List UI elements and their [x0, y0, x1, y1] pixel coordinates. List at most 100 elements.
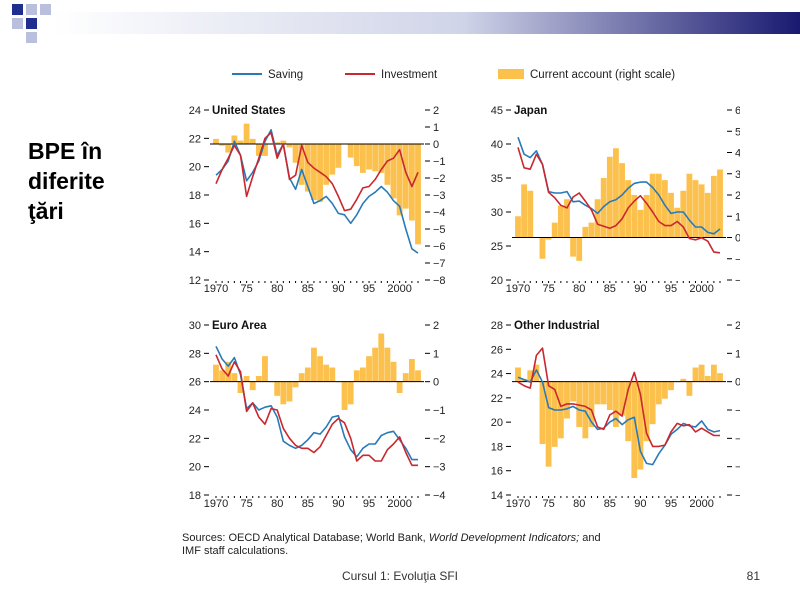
- current-account-bar: [686, 381, 693, 396]
- current-account-bar: [231, 373, 238, 382]
- current-account-bar: [347, 144, 354, 158]
- right-tick-label: −4: [735, 490, 740, 502]
- current-account-bar: [262, 144, 268, 156]
- right-tick-label: −3: [433, 462, 446, 474]
- right-tick-label: 6: [735, 105, 740, 117]
- current-account-bar: [255, 376, 262, 382]
- current-account-bar: [390, 361, 397, 382]
- current-account-bar: [625, 381, 632, 442]
- current-account-bar: [298, 144, 305, 185]
- left-tick-label: 20: [189, 162, 201, 174]
- saving-line: [215, 345, 418, 461]
- investment-line: [215, 131, 419, 212]
- current-account-bar: [692, 180, 699, 238]
- left-tick-label: 30: [189, 320, 201, 332]
- current-account-bar: [243, 376, 250, 382]
- current-account-bar: [704, 192, 711, 238]
- x-tick-label: 75: [542, 283, 554, 295]
- current-account-bar: [231, 135, 238, 144]
- current-account-bar: [396, 144, 403, 216]
- x-tick-label: 90: [634, 283, 646, 295]
- current-account-bar: [704, 376, 711, 382]
- current-account-bar: [521, 184, 528, 238]
- panel-other-industrial: 14 16 18 20 22 24 26 28 −4 −3 −2 −1 0 1 2 1970 75 80 85 90 9…: [491, 320, 740, 508]
- current-account-bar: [570, 237, 576, 257]
- x-tick-label: 90: [332, 283, 344, 295]
- sources-text-end: and: [582, 532, 601, 544]
- current-account-bar: [408, 144, 415, 221]
- x-tick-label: 75: [542, 498, 554, 508]
- current-account-bar: [304, 367, 311, 382]
- right-tick-label: −8: [433, 275, 446, 287]
- right-tick-label: 0: [735, 377, 740, 389]
- left-tick-label: 30: [491, 207, 503, 219]
- right-tick-label: 0: [735, 233, 740, 245]
- left-tick-label: 28: [189, 348, 201, 360]
- current-account-bar: [402, 144, 409, 209]
- current-account-bar: [643, 381, 650, 442]
- figure-sources: Sources: OECD Analytical Database; World…: [182, 532, 742, 558]
- current-account-bar: [366, 356, 372, 382]
- footer-title: Cursul 1: Evoluţia SFI: [341, 569, 459, 583]
- current-account-bar: [384, 144, 391, 185]
- current-account-bar: [292, 144, 299, 163]
- current-account-bar: [274, 381, 281, 396]
- current-account-bar: [539, 381, 546, 444]
- right-tick-label: −6: [433, 241, 446, 253]
- current-account-bar: [594, 199, 601, 238]
- right-tick-label: −3: [735, 462, 740, 474]
- current-account-bar: [213, 364, 219, 382]
- slide-title: BPE în diferite ţări: [28, 136, 158, 226]
- left-tick-label: 22: [189, 133, 201, 145]
- chart-legend: Saving Investment Current account (right s…: [232, 69, 675, 81]
- current-account-bar: [311, 144, 317, 201]
- x-tick-label: 1970: [506, 498, 530, 508]
- current-account-bar: [515, 216, 521, 238]
- x-tick-label: 2000: [387, 498, 411, 508]
- current-account-bar: [286, 144, 293, 148]
- current-account-bar: [341, 381, 348, 410]
- x-tick-label: 2000: [689, 498, 713, 508]
- current-account-bar: [698, 364, 705, 382]
- current-account-bar: [353, 144, 360, 167]
- current-account-bar: [662, 180, 668, 238]
- current-account-bar: [249, 381, 256, 391]
- right-tick-label: 2: [735, 190, 740, 202]
- right-tick-label: 1: [433, 122, 439, 134]
- current-account-bar: [594, 381, 601, 405]
- slide-title-line: BPE în: [28, 138, 103, 164]
- right-tick-label: −7: [433, 258, 446, 270]
- right-tick-label: −2: [433, 173, 446, 185]
- current-account-bar: [280, 381, 287, 405]
- right-tick-label: −1: [735, 405, 740, 417]
- current-account-bar: [249, 138, 256, 144]
- sources-line2: IMF staff calculations.: [182, 545, 289, 557]
- current-account-bar: [637, 209, 644, 238]
- left-tick-label: 20: [491, 417, 503, 429]
- right-tick-label: 3: [735, 169, 740, 181]
- panel-euro-area: 18 20 22 24 26 28 30 −4 −3 −2 −1 0 1 2 1970 75 80 85 90 95 2…: [189, 320, 446, 508]
- current-account-bar: [655, 381, 662, 405]
- current-account-bar: [613, 148, 619, 238]
- current-account-bar: [557, 205, 564, 238]
- current-account-bar: [527, 190, 534, 238]
- right-tick-label: −5: [433, 224, 446, 236]
- current-account-bar: [582, 226, 589, 238]
- left-tick-label: 45: [491, 105, 503, 117]
- current-account-bar: [600, 381, 607, 405]
- current-account-bar: [717, 373, 723, 382]
- current-account-bar: [717, 169, 723, 238]
- slide-title-line: diferite: [28, 168, 105, 194]
- current-account-bar: [329, 367, 336, 382]
- current-account-bar: [668, 381, 674, 391]
- current-account-bar: [551, 222, 558, 238]
- x-tick-label: 85: [302, 283, 314, 295]
- panel-japan: 202530354045−2−1012345619707580859095200…: [491, 105, 740, 295]
- current-account-bar: [366, 144, 372, 170]
- current-account-bar: [390, 144, 397, 199]
- current-account-bar: [692, 367, 699, 382]
- current-account-bar: [323, 364, 330, 382]
- right-tick-label: 1: [735, 211, 740, 223]
- current-account-bar: [402, 373, 409, 382]
